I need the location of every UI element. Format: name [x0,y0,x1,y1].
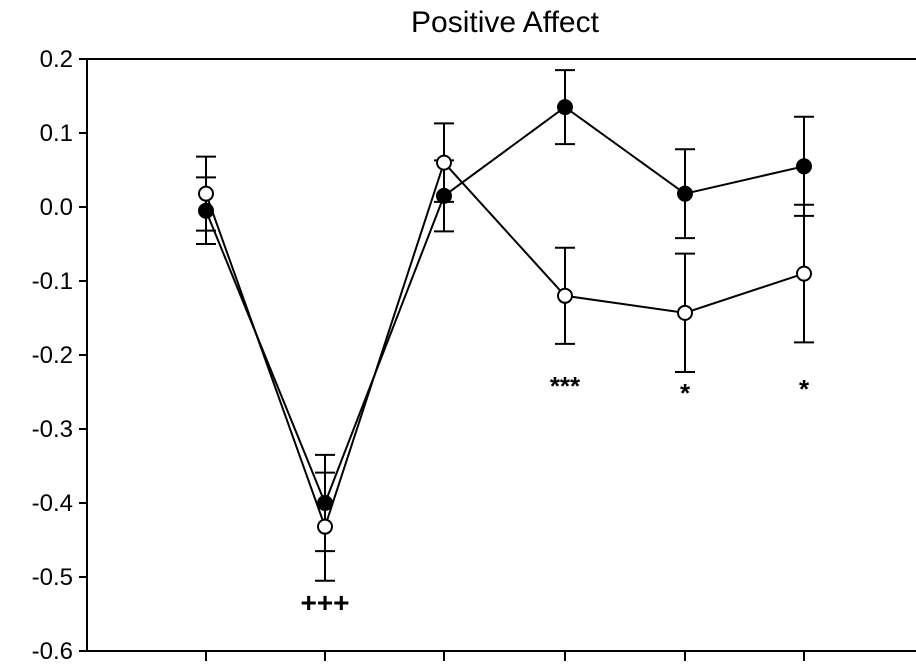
significance-label: +++ [300,587,349,618]
x-axis-ticks [205,651,805,661]
y-tick-label: -0.5 [32,564,73,591]
series-lines [205,105,805,530]
data-point-open [677,304,693,321]
y-tick-label: 0.1 [40,120,73,147]
data-point-open [317,518,333,535]
y-tick-label: -0.3 [32,416,73,443]
chart-title: Positive Affect [411,6,599,39]
significance-annotations: +++*** * * [300,371,809,618]
data-point-filled [677,185,693,202]
y-tick-label: -0.6 [32,638,73,665]
data-point-filled [436,187,452,204]
data-point-open [796,265,812,282]
significance-label: * [680,378,691,408]
y-tick-label: -0.1 [32,268,73,295]
data-point-open [557,287,573,304]
data-point-filled [198,202,214,219]
data-point-open [436,154,452,171]
series-line-open [205,160,805,530]
y-tick-label: 0.0 [40,194,73,221]
error-bars [196,69,814,582]
y-axis-ticks: 0.2 0.1 0.0 -0.1 -0.2 -0.3 -0.4 -0.5 -0.6 [32,46,87,665]
data-points [198,99,812,535]
data-point-filled [317,495,333,511]
data-point-filled [796,158,812,175]
data-point-filled [557,99,573,116]
axes [86,58,916,652]
y-tick-label: -0.4 [32,490,73,517]
y-tick-label: -0.2 [32,342,73,369]
series-line-filled [205,105,805,506]
significance-label: * [799,374,810,404]
data-point-open [198,185,214,202]
y-tick-label: 0.2 [40,46,73,73]
significance-label: *** [550,371,581,401]
